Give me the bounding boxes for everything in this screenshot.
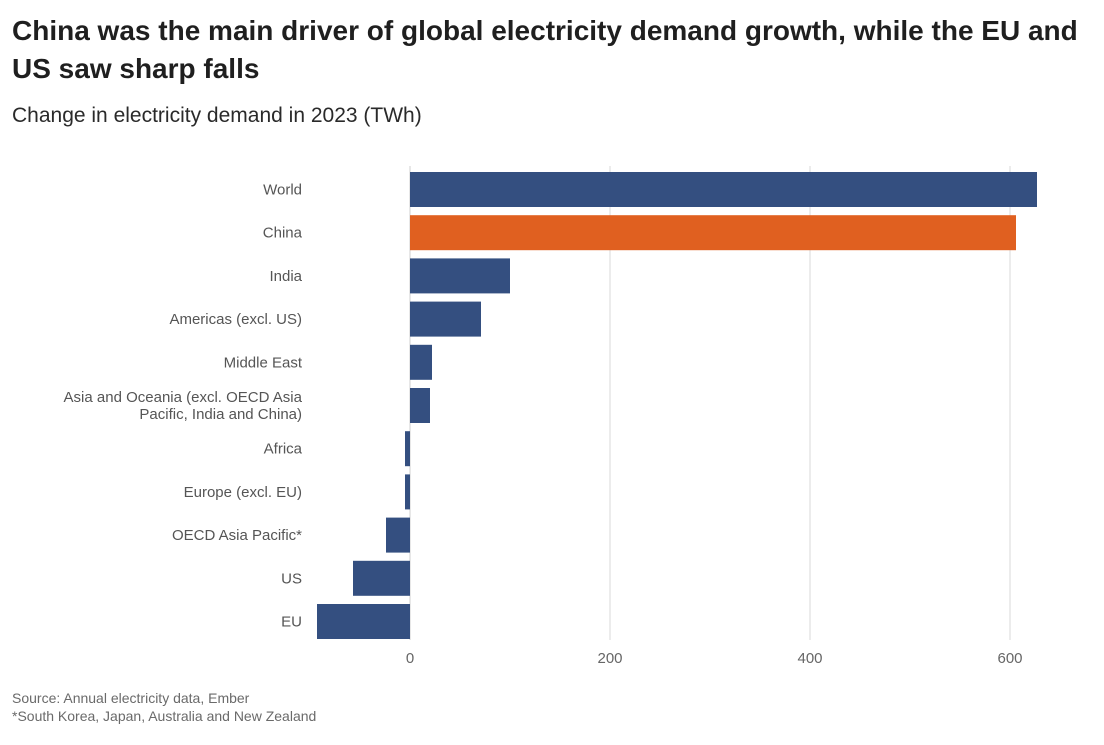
bar-world <box>410 172 1037 207</box>
bar-europe-excl-eu <box>405 474 410 510</box>
bar-americas-excl-us <box>410 301 481 337</box>
category-label: India <box>269 268 302 285</box>
category-label: Pacific, India and China) <box>139 406 302 423</box>
category-label: World <box>263 182 302 199</box>
bar-africa <box>405 431 410 467</box>
category-label: US <box>281 570 302 587</box>
category-label: Americas (excl. US) <box>169 311 302 328</box>
bar-china <box>410 215 1016 251</box>
bar-eu <box>317 604 410 639</box>
x-tick-label-0: 0 <box>406 650 414 667</box>
bar-us <box>353 560 410 596</box>
chart-subtitle: Change in electricity demand in 2023 (TW… <box>12 104 422 127</box>
bar-middle-east <box>410 344 432 380</box>
category-label: OECD Asia Pacific* <box>172 527 302 544</box>
chart-title: China was the main driver of global elec… <box>12 15 1078 84</box>
x-tick-label-400: 400 <box>797 650 822 667</box>
chart-source: Source: Annual electricity data, Ember *… <box>12 689 316 725</box>
category-label: China <box>263 225 303 242</box>
source-note: Source: Annual electricity data, Ember <box>12 690 250 706</box>
x-tick-label-200: 200 <box>597 650 622 667</box>
category-label: Africa <box>264 441 303 458</box>
bar-india <box>410 258 510 294</box>
footnote: *South Korea, Japan, Australia and New Z… <box>12 708 317 724</box>
bar-asia-and-oceania-excl-oecd-asia-pacific-india-and-china <box>410 388 430 423</box>
category-label: EU <box>281 614 302 631</box>
category-label: Middle East <box>224 354 303 371</box>
x-tick-label-600: 600 <box>997 650 1022 667</box>
category-label: Europe (excl. EU) <box>184 484 302 501</box>
category-label: Asia and Oceania (excl. OECD Asia <box>64 389 303 406</box>
bar-oecd-asia-pacific <box>386 517 410 553</box>
